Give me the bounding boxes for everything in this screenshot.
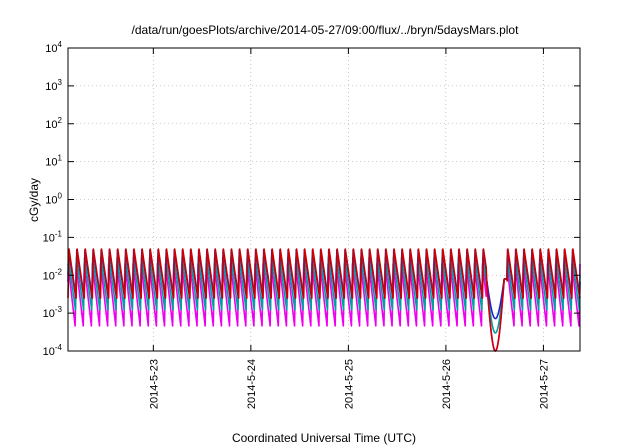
y-tick-exponent: 3 <box>58 78 63 87</box>
y-tick-base: 10 <box>43 232 55 244</box>
x-tick-label: 2014-5-26 <box>441 359 453 409</box>
y-tick-exponent: 0 <box>58 192 63 201</box>
y-tick-label: 103 <box>45 78 62 93</box>
y-tick-label: 102 <box>45 116 62 131</box>
y-tick-base: 10 <box>43 308 55 320</box>
series-group <box>67 248 581 352</box>
y-tick-label: 10-1 <box>43 229 63 244</box>
x-tick-label: 2014-5-24 <box>246 359 258 409</box>
y-tick-label: 100 <box>45 192 62 207</box>
y-tick-base: 10 <box>43 270 55 282</box>
series-line <box>67 248 581 352</box>
y-tick-base: 10 <box>45 43 57 55</box>
y-tick-base: 10 <box>43 346 55 358</box>
series-line <box>67 256 581 334</box>
y-tick-base: 10 <box>45 81 57 93</box>
y-tick-label: 104 <box>45 40 62 55</box>
y-tick-label: 101 <box>45 154 62 169</box>
x-axis-label: Coordinated Universal Time (UTC) <box>232 431 416 445</box>
y-tick-label: 10-3 <box>43 305 63 320</box>
y-tick-exponent: -2 <box>55 267 63 276</box>
y-tick-base: 10 <box>45 195 57 207</box>
y-tick-exponent: 1 <box>58 154 63 163</box>
y-axis-label: cGy/day <box>27 178 41 222</box>
x-axis: 2014-5-23 2014-5-24 2014-5-25 2014-5-26 2014… <box>148 48 550 409</box>
chart-title: /data/run/goesPlots/archive/2014-05-27/0… <box>132 23 520 37</box>
x-tick-label: 2014-5-23 <box>148 359 160 409</box>
y-tick-label: 10-4 <box>43 343 63 358</box>
y-tick-exponent: -4 <box>55 343 63 352</box>
y-tick-base: 10 <box>45 157 57 169</box>
y-tick-exponent: -3 <box>55 305 63 314</box>
x-tick-label: 2014-5-27 <box>538 359 550 409</box>
y-tick-exponent: 2 <box>58 116 63 125</box>
x-tick-label: 2014-5-25 <box>343 359 355 409</box>
y-tick-exponent: 4 <box>58 40 63 49</box>
y-tick-base: 10 <box>45 119 57 131</box>
y-tick-exponent: -1 <box>55 229 63 238</box>
y-tick-label: 10-2 <box>43 267 63 282</box>
